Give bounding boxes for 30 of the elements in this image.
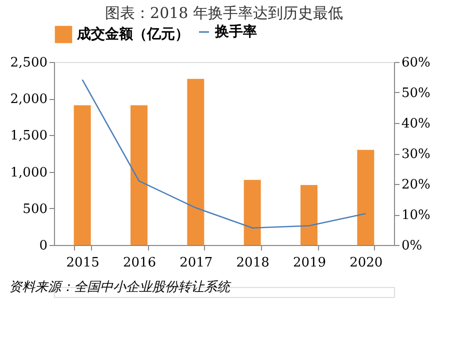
y2-tick-label: 20% xyxy=(402,178,430,192)
bar xyxy=(187,78,204,245)
x-tick-label: 2019 xyxy=(292,256,326,270)
x-tick-label: 2015 xyxy=(66,256,100,270)
legend-label: 成交金额（亿元） xyxy=(76,26,189,42)
y2-tick-label: 40% xyxy=(402,116,430,132)
y-tick-label: 2,000 xyxy=(10,92,48,108)
x-tick-label: 2017 xyxy=(180,256,213,270)
x-tick-label: 2020 xyxy=(350,256,383,270)
legend-label: 换手率 xyxy=(214,23,257,40)
bar xyxy=(300,184,318,245)
y-tick-label: 1,500 xyxy=(10,128,48,144)
x-tick-label: 2016 xyxy=(122,256,156,270)
line-series xyxy=(82,79,366,229)
text: 资料来源：全国中小企业股份转让系统 xyxy=(9,280,232,295)
y2-tick-label: 30% xyxy=(402,147,430,162)
y-tick-label: 500 xyxy=(22,202,48,217)
y-tick-label: 2,500 xyxy=(10,56,48,70)
bar xyxy=(244,180,261,245)
bar xyxy=(74,105,91,245)
chart-title: 图表：2018 年换手率达到历史最低 xyxy=(105,4,343,22)
x-tick-label: 2018 xyxy=(236,256,270,270)
y2-tick-label: 60% xyxy=(402,56,430,70)
y-tick-label: 1,000 xyxy=(10,165,48,180)
y-tick-label: 0 xyxy=(39,238,48,254)
y2-tick-label: 10% xyxy=(402,208,430,223)
bar xyxy=(357,150,374,245)
bar xyxy=(130,105,148,245)
y2-tick-label: 50% xyxy=(402,86,430,101)
y2-tick-label: 0% xyxy=(402,238,422,254)
